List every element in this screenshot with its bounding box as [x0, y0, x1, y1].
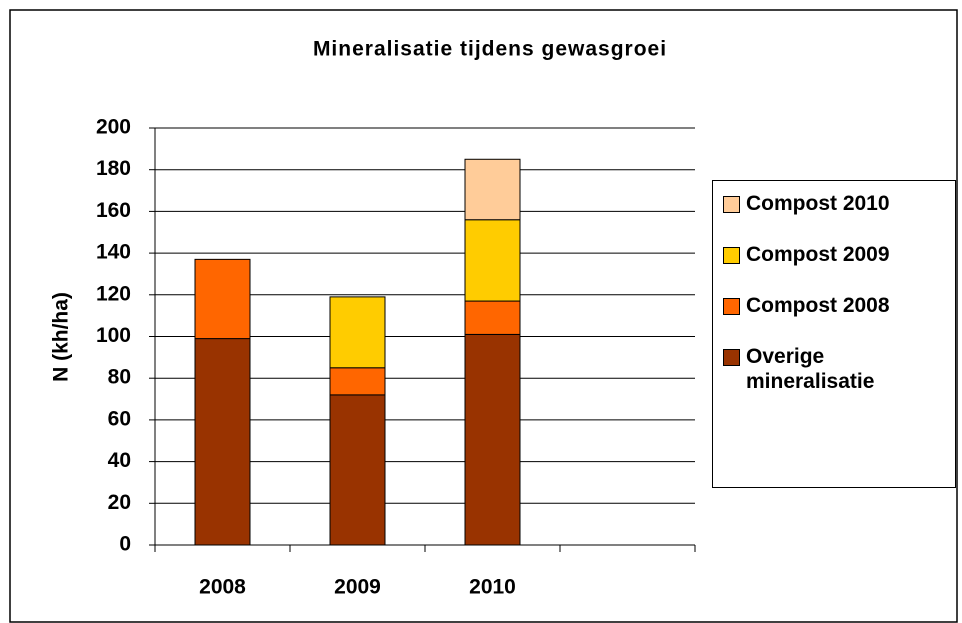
y-axis-label: N (kh/ha)	[50, 292, 73, 382]
y-tick-label: 60	[108, 407, 131, 430]
bar-segment	[464, 333, 521, 546]
y-tick-label: 40	[108, 449, 131, 472]
y-tick-label: 20	[108, 491, 131, 514]
legend-item: Compost 2010	[723, 191, 955, 216]
y-tick-label: 120	[96, 282, 131, 305]
legend-label: Compost 2008	[746, 294, 890, 317]
legend-label: Compost 2010	[746, 192, 890, 215]
legend-item: Overige mineralisatie	[723, 344, 955, 394]
bar-segment	[464, 219, 521, 302]
legend-label: Compost 2009	[746, 243, 890, 266]
legend-swatch	[723, 247, 740, 264]
bar-segment	[464, 300, 521, 335]
legend-label: Overige mineralisatie	[746, 345, 875, 393]
y-tick-label: 80	[108, 366, 131, 389]
bar-segment	[329, 296, 386, 369]
y-tick-label: 180	[96, 157, 131, 180]
x-tick-label: 2010	[469, 576, 516, 599]
bar-segment	[194, 338, 251, 546]
bar-segment	[194, 258, 251, 340]
bar-segment	[464, 158, 521, 221]
y-tick-label: 100	[96, 324, 131, 347]
bar-segment	[329, 394, 386, 546]
y-tick-label: 160	[96, 199, 131, 222]
x-tick-label: 2008	[199, 576, 246, 599]
y-tick-label: 140	[96, 241, 131, 264]
y-tick-label: 200	[96, 116, 131, 139]
legend-swatch	[723, 298, 740, 315]
chart-title: Mineralisatie tijdens gewasgroei	[313, 38, 667, 61]
legend-swatch	[723, 349, 740, 366]
y-tick-label: 0	[119, 533, 131, 556]
legend-swatch	[723, 196, 740, 213]
bar-segment	[329, 367, 386, 396]
legend-item: Compost 2008	[723, 293, 955, 318]
legend-item: Compost 2009	[723, 242, 955, 267]
legend: Compost 2010 Compost 2009 Compost 2008 Over…	[712, 180, 956, 488]
x-tick-label: 2009	[334, 576, 381, 599]
